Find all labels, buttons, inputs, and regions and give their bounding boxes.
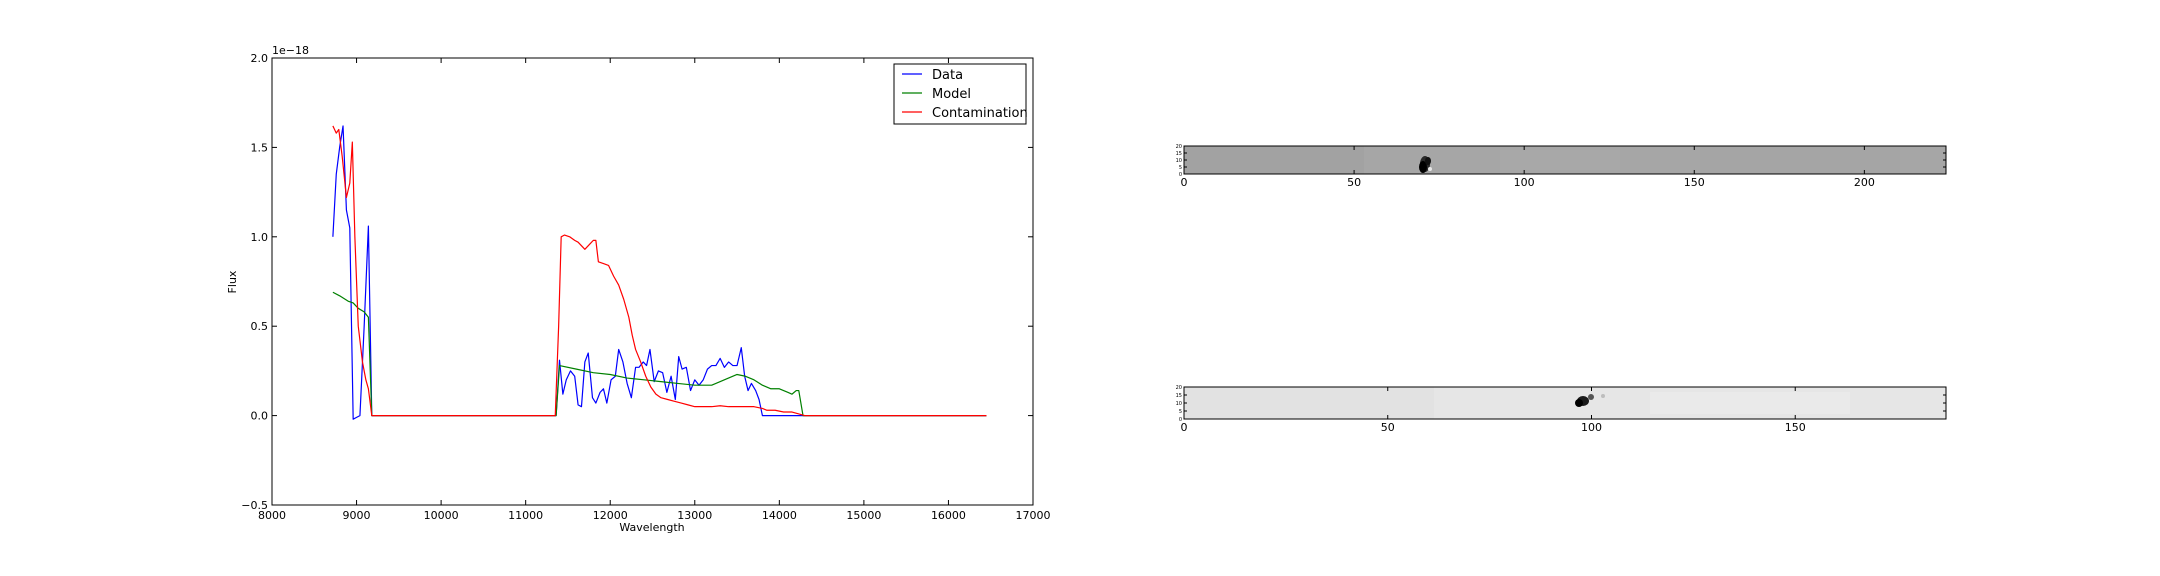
image-x-tick-label: 150 <box>1684 176 1705 189</box>
image-y-tick-label: 20 <box>1176 144 1182 150</box>
series-line-data <box>332 125 987 420</box>
y-axis-label: Flux <box>226 270 239 293</box>
image-x-tick-label: 50 <box>1347 176 1361 189</box>
y-offset-text: 1e−18 <box>272 44 309 57</box>
x-tick-label: 10000 <box>424 509 459 522</box>
image-bottom-source <box>1575 394 1605 407</box>
image-y-tick-label: 10 <box>1176 158 1182 164</box>
legend-label-data: Data <box>932 68 963 83</box>
x-tick-label: 12000 <box>593 509 628 522</box>
series-line-model <box>332 291 987 417</box>
y-tick-label: 0.0 <box>251 410 269 423</box>
image-x-tick-label: 150 <box>1785 421 1806 434</box>
x-tick-label: 8000 <box>258 509 286 522</box>
y-tick-label: 1.0 <box>251 231 269 244</box>
image-x-tick-label: 0 <box>1181 421 1188 434</box>
y-tick-label: 1.5 <box>251 141 269 154</box>
y-tick-label: −0.5 <box>241 499 268 512</box>
image-top-axis: 0 50 100 150 200 <box>1181 146 1875 189</box>
image-y-tick-label: 0 <box>1179 417 1182 423</box>
series-group <box>332 125 987 420</box>
image-y-tick-label: 20 <box>1176 385 1182 391</box>
spectrum-image-bottom: 0 50 100 150 0 5 10 15 20 <box>1176 385 1947 434</box>
image-x-tick-label: 100 <box>1581 421 1602 434</box>
x-tick-label: 9000 <box>343 509 371 522</box>
x-tick-label: 17000 <box>1016 509 1051 522</box>
series-line-contamination <box>332 125 987 417</box>
image-top-source <box>1419 156 1432 173</box>
x-tick-label: 15000 <box>846 509 881 522</box>
x-tick-label: 14000 <box>762 509 797 522</box>
legend-label-contamination: Contamination <box>932 106 1028 121</box>
legend: Data Model Contamination <box>893 63 1028 125</box>
x-tick-label: 16000 <box>931 509 966 522</box>
image-bottom-axis: 0 50 100 150 <box>1181 387 1806 434</box>
image-y-tick-label: 15 <box>1176 151 1182 157</box>
x-tick-label: 11000 <box>508 509 543 522</box>
image-y-tick-label: 15 <box>1176 393 1182 399</box>
image-y-tick-label: 0 <box>1179 172 1182 178</box>
image-x-tick-label: 0 <box>1181 176 1188 189</box>
y-tick-label: 0.5 <box>251 320 269 333</box>
image-y-tick-label: 5 <box>1179 165 1182 171</box>
image-y-tick-label: 5 <box>1179 409 1182 415</box>
axis-ticks: 8000 9000 10000 11000 12000 13000 14000 15000 16… <box>241 52 1050 522</box>
image-y-tick-label: 10 <box>1176 401 1182 407</box>
image-x-tick-label: 50 <box>1381 421 1395 434</box>
image-bottom-y-axis: 0 5 10 15 20 <box>1176 385 1946 423</box>
y-tick-label: 2.0 <box>251 52 269 65</box>
x-axis-label: Wavelength <box>619 521 684 534</box>
image-x-tick-label: 100 <box>1514 176 1535 189</box>
plot-frame <box>271 57 1034 506</box>
legend-label-model: Model <box>932 87 971 102</box>
spectrum-plot: 8000 9000 10000 11000 12000 13000 14000 15000 16… <box>226 44 1051 534</box>
image-x-tick-label: 200 <box>1854 176 1875 189</box>
image-bottom-noise <box>1184 387 1850 419</box>
x-tick-label: 13000 <box>677 509 712 522</box>
image-top-noise <box>1184 146 1900 174</box>
